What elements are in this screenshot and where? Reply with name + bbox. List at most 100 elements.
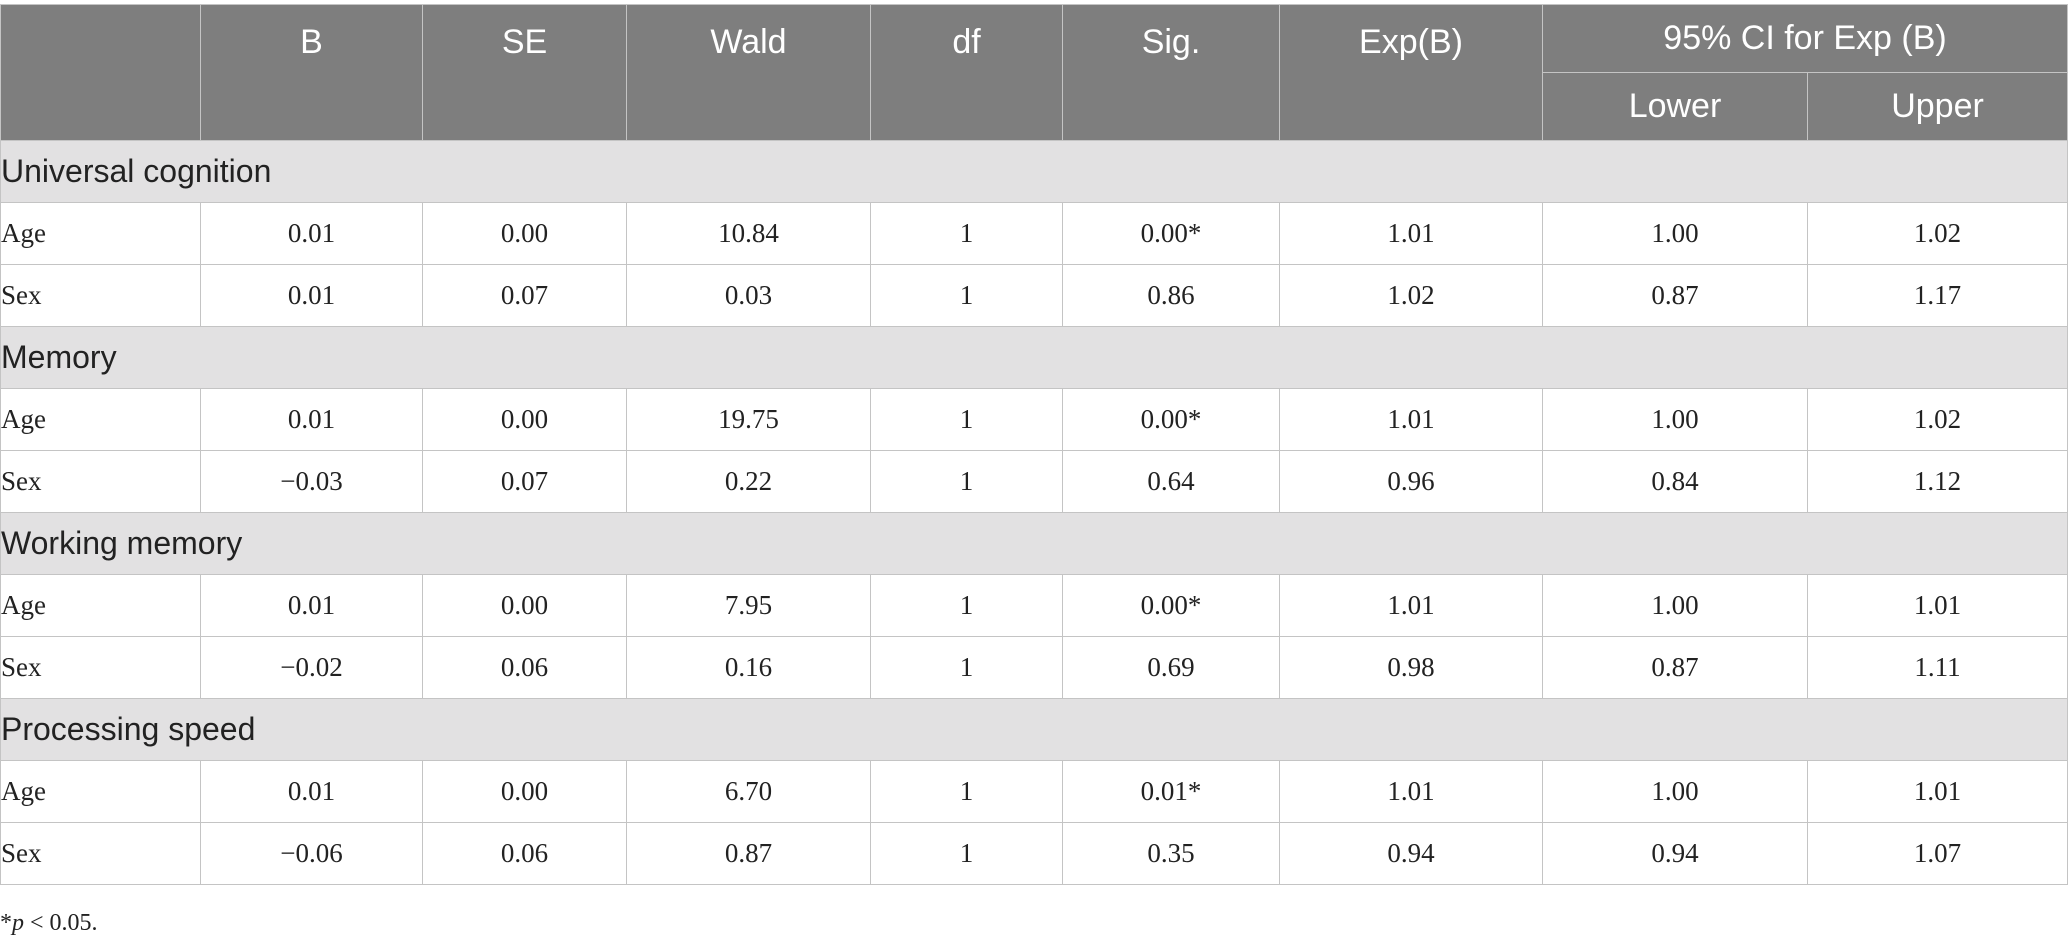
header-df: df: [870, 4, 1063, 141]
table-cell: 0.01: [200, 388, 423, 451]
table-cell: 0.00*: [1062, 388, 1280, 451]
table-cell: 0.01: [200, 574, 423, 637]
table-cell: 0.86: [1062, 264, 1280, 327]
table-cell: 0.16: [626, 636, 871, 699]
header-b: B: [200, 4, 423, 141]
table-cell: 0.06: [422, 822, 627, 885]
table-cell: 10.84: [626, 202, 871, 265]
section-row: Universal cognition: [0, 140, 2068, 203]
table-cell: 0.22: [626, 450, 871, 513]
section-row: Memory: [0, 326, 2068, 389]
row-label: Sex: [0, 450, 201, 513]
table-row: Age 0.01 0.00 19.75 1 0.00* 1.01 1.00 1.02: [0, 388, 2068, 451]
table-cell: −0.06: [200, 822, 423, 885]
header-empty-cell: [0, 4, 201, 141]
table-cell: 0.94: [1542, 822, 1808, 885]
table-cell: 1.01: [1806, 574, 2068, 637]
header-sig: Sig.: [1062, 4, 1280, 141]
section-title: Processing speed: [0, 698, 2068, 761]
header-ci-group: 95% CI for Exp (B): [1541, 4, 2068, 73]
table-cell: 1.02: [1806, 202, 2068, 265]
table-cell: 1.17: [1806, 264, 2068, 327]
footnote-p-symbol: p: [12, 910, 24, 936]
footnote-text: < 0.05.: [24, 910, 98, 936]
table-cell: 0.00*: [1062, 202, 1280, 265]
header-wald: Wald: [626, 4, 871, 141]
table-row: Age 0.01 0.00 10.84 1 0.00* 1.01 1.00 1.02: [0, 202, 2068, 265]
table-cell: 1.00: [1542, 202, 1808, 265]
table-cell: 0.00: [422, 388, 627, 451]
table-cell: 0.07: [422, 450, 627, 513]
table-cell: 0.07: [422, 264, 627, 327]
table-cell: 0.87: [1542, 264, 1808, 327]
table-cell: 0.03: [626, 264, 871, 327]
table-cell: 1.02: [1279, 264, 1543, 327]
table-cell: 0.96: [1279, 450, 1543, 513]
table-cell: 1.11: [1806, 636, 2068, 699]
table-row: Sex −0.02 0.06 0.16 1 0.69 0.98 0.87 1.11: [0, 636, 2068, 699]
table-cell: 1.01: [1806, 760, 2068, 823]
table-cell: 7.95: [626, 574, 871, 637]
table-cell: 0.98: [1279, 636, 1543, 699]
table-cell: 0.35: [1062, 822, 1280, 885]
row-label: Sex: [0, 822, 201, 885]
table-cell: 1.00: [1542, 388, 1808, 451]
table-cell: 0.87: [626, 822, 871, 885]
table-row: Sex −0.06 0.06 0.87 1 0.35 0.94 0.94 1.07: [0, 822, 2068, 885]
table-cell: 1: [870, 450, 1063, 513]
table-cell: 0.00: [422, 574, 627, 637]
table-cell: 6.70: [626, 760, 871, 823]
table-cell: 1: [870, 388, 1063, 451]
table-cell: 0.87: [1542, 636, 1808, 699]
table-cell: 0.94: [1279, 822, 1543, 885]
table-cell: 0.01*: [1062, 760, 1280, 823]
table-cell: 0.06: [422, 636, 627, 699]
table-cell: 1.01: [1279, 574, 1543, 637]
table-cell: 0.00: [422, 202, 627, 265]
table-cell: 1.01: [1279, 388, 1543, 451]
row-label: Age: [0, 202, 201, 265]
table-row: Age 0.01 0.00 6.70 1 0.01* 1.01 1.00 1.01: [0, 760, 2068, 823]
table-header: B SE Wald df Sig. Exp(B) 95% CI for Exp …: [0, 4, 2068, 141]
table-cell: 1.01: [1279, 760, 1543, 823]
section-title: Memory: [0, 326, 2068, 389]
table-cell: 1: [870, 822, 1063, 885]
footnote: *p < 0.05.: [0, 910, 98, 937]
table-cell: 0.01: [200, 760, 423, 823]
table-cell: 0.84: [1542, 450, 1808, 513]
table-cell: 0.01: [200, 202, 423, 265]
table-cell: 1.00: [1542, 574, 1808, 637]
table-cell: 1: [870, 760, 1063, 823]
table-cell: 1.00: [1542, 760, 1808, 823]
table-cell: 0.69: [1062, 636, 1280, 699]
table-cell: 1.12: [1806, 450, 2068, 513]
table-cell: 1.07: [1806, 822, 2068, 885]
table-cell: 0.00: [422, 760, 627, 823]
table-cell: 0.01: [200, 264, 423, 327]
table-cell: 1: [870, 636, 1063, 699]
table-cell: 1.01: [1279, 202, 1543, 265]
table-row: Age 0.01 0.00 7.95 1 0.00* 1.01 1.00 1.01: [0, 574, 2068, 637]
table-cell: −0.03: [200, 450, 423, 513]
row-label: Sex: [0, 264, 201, 327]
section-title: Working memory: [0, 512, 2068, 575]
table-cell: 1: [870, 202, 1063, 265]
table-cell: 0.64: [1062, 450, 1280, 513]
section-row: Working memory: [0, 512, 2068, 575]
table-cell: 1: [870, 264, 1063, 327]
table-cell: −0.02: [200, 636, 423, 699]
footnote-marker: *: [0, 910, 12, 936]
header-ci-upper: Upper: [1806, 72, 2068, 141]
table-body: Universal cognition Age 0.01 0.00 10.84 1 0.00…: [0, 140, 2068, 885]
table-cell: 19.75: [626, 388, 871, 451]
table-cell: 0.00*: [1062, 574, 1280, 637]
row-label: Sex: [0, 636, 201, 699]
header-ci-lower: Lower: [1542, 72, 1808, 141]
section-title: Universal cognition: [0, 140, 2068, 203]
section-row: Processing speed: [0, 698, 2068, 761]
header-se: SE: [422, 4, 627, 141]
row-label: Age: [0, 574, 201, 637]
table-row: Sex −0.03 0.07 0.22 1 0.64 0.96 0.84 1.12: [0, 450, 2068, 513]
table-cell: 1.02: [1806, 388, 2068, 451]
table-cell: 1: [870, 574, 1063, 637]
